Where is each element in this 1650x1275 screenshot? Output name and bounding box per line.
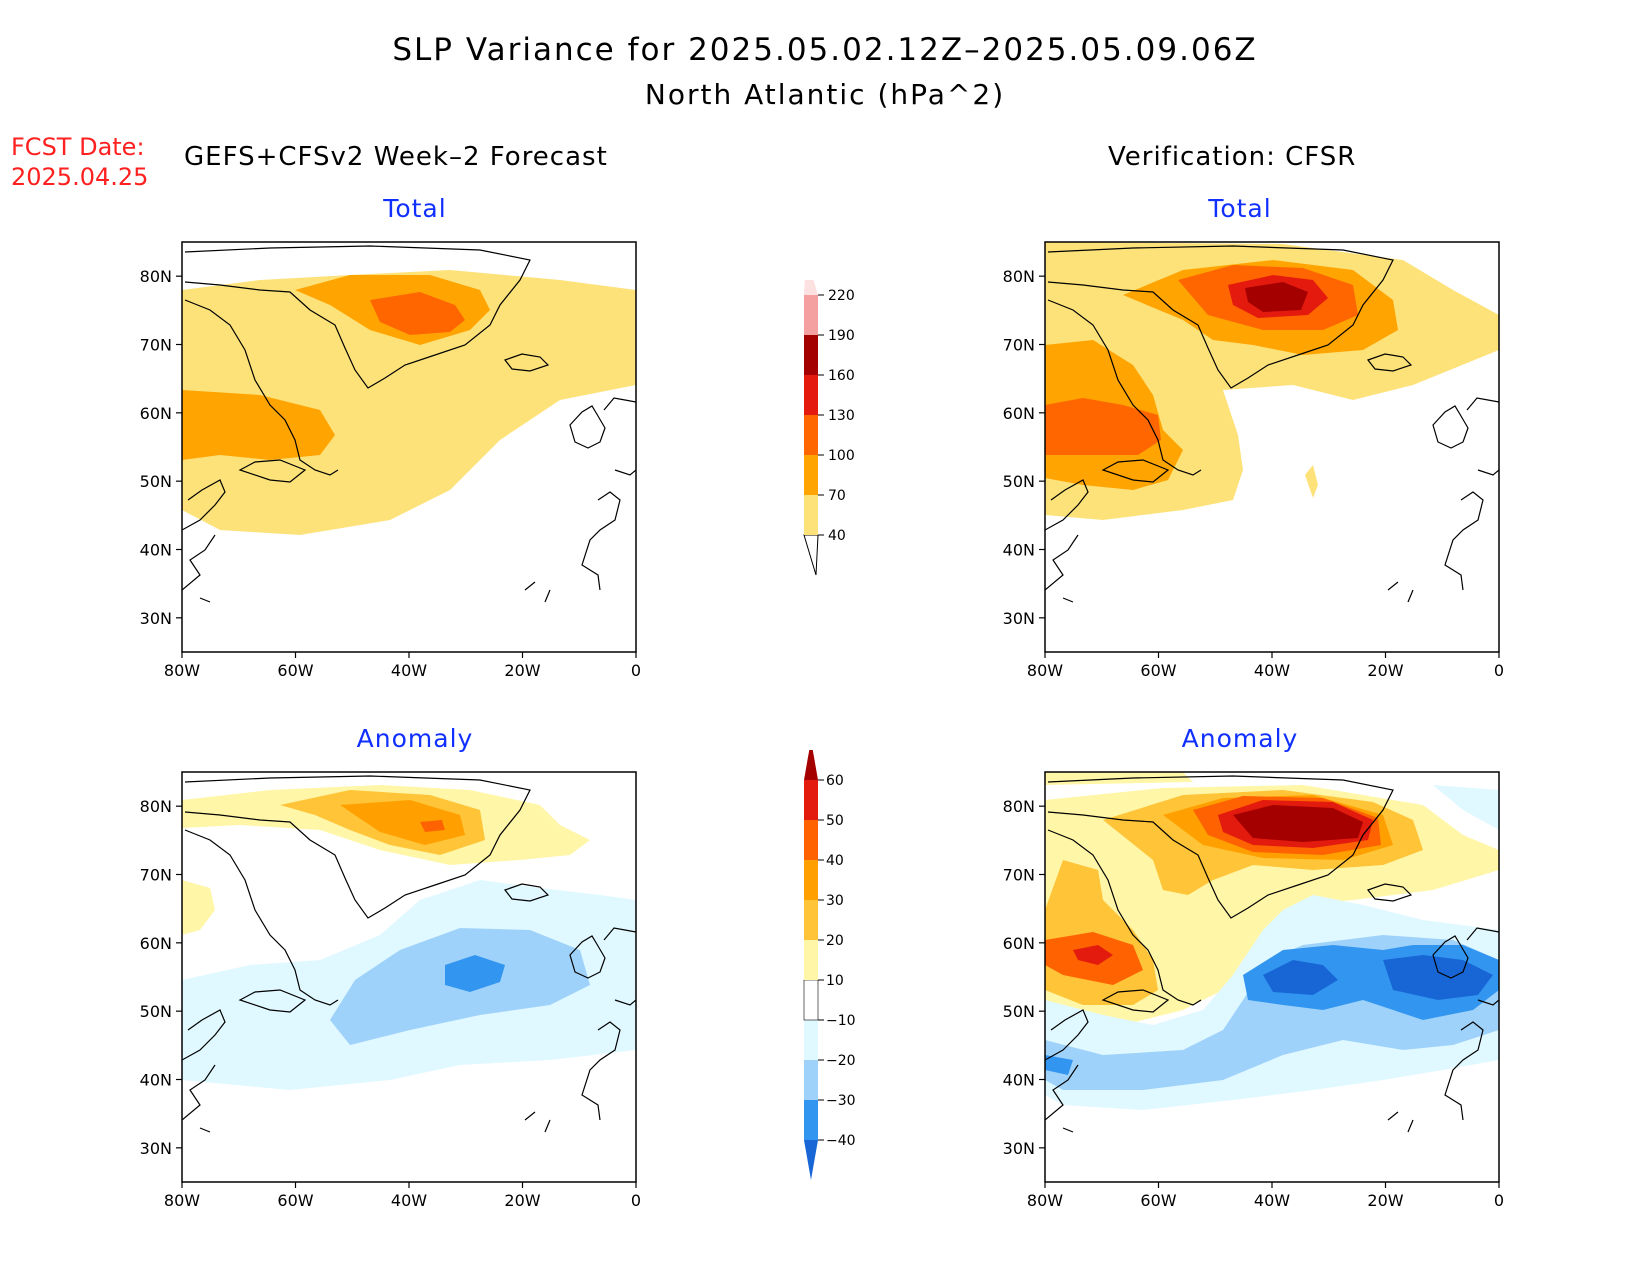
lon-tick-label: 20W [504,661,540,680]
colorbar-label: 20 [826,933,844,949]
lat-tick-label: 50N [140,472,172,491]
main-subtitle: North Atlantic (hPa^2) [644,78,1006,111]
colorbar-label: 70 [828,488,846,504]
lat-tick-label: 80N [140,267,172,286]
map-verification-total: 80N 70N 60N 50N 40N 30N 80W 60W 40W 20W 0 [1003,241,1504,680]
lat-tick-label: 40N [140,1071,172,1090]
panel-title-verification-anomaly: Anomaly [1181,724,1299,753]
lat-tick-label: 80N [1003,267,1035,286]
lon-tick-label: 20W [1367,661,1403,680]
lon-tick-label: 0 [631,1191,641,1210]
colorbar-segment [804,820,818,860]
colorbar-label: 50 [826,813,844,829]
lon-tick-label: 60W [1140,661,1176,680]
colorbar-label: −30 [826,1093,856,1109]
colorbar-total: 40 70 100 130 160 190 220 [803,280,855,576]
colorbar-label: 160 [828,368,855,384]
verification-column-heading: Verification: CFSR [1108,142,1357,172]
lat-tick-label: 70N [140,866,172,885]
lon-tick-label: 40W [391,661,427,680]
colorbar-lower-cap [804,1140,818,1180]
lat-tick-label: 70N [140,336,172,355]
lon-tick-label: 40W [1254,1191,1290,1210]
lon-tick-label: 80W [1027,661,1063,680]
lon-tick-label: 0 [1494,1191,1504,1210]
main-title: SLP Variance for 2025.05.02.12Z–2025.05.… [392,32,1258,68]
colorbar-label: 100 [828,448,855,464]
lon-tick-label: 80W [164,661,200,680]
colorbar-label: 220 [828,288,855,304]
lon-tick-label: 80W [1027,1191,1063,1210]
lat-tick-label: 50N [1003,1002,1035,1021]
colorbar-label: 60 [826,773,844,789]
colorbar-segment [804,940,818,980]
forecast-column-heading: GEFS+CFSv2 Week–2 Forecast [184,142,608,172]
colorbar-segment [804,335,818,375]
colorbar-label: 40 [826,853,844,869]
colorbar-segment [804,1020,818,1060]
map-verification-anomaly: 80N 70N 60N 50N 40N 30N 80W 60W 40W 20W 0 [1003,771,1504,1210]
colorbar-segment [804,375,818,415]
lat-tick-label: 80N [140,797,172,816]
colorbar-upper-cap [804,280,818,295]
colorbar-label: 30 [826,893,844,909]
lat-tick-label: 50N [140,1002,172,1021]
lon-tick-label: 20W [504,1191,540,1210]
map-forecast-total: 80N 70N 60N 50N 40N 30N 80W 60W 40W 20W 0 [140,241,641,680]
lat-tick-label: 30N [140,1139,172,1158]
lat-tick-label: 60N [140,934,172,953]
colorbar-segment [804,1060,818,1100]
lat-tick-label: 60N [1003,404,1035,423]
lat-tick-label: 60N [140,404,172,423]
colorbar-segment [804,900,818,940]
panel-title-verification-total: Total [1208,194,1272,223]
colorbar-label: 130 [828,408,855,424]
colorbar-segment [804,295,818,335]
lat-tick-label: 30N [140,609,172,628]
fcst-date-value: 2025.04.25 [11,163,149,191]
colorbar-segment [804,415,818,455]
lon-tick-label: 60W [277,661,313,680]
colorbar-segment [803,979,819,1021]
lat-tick-label: 30N [1003,1139,1035,1158]
lat-tick-label: 70N [1003,866,1035,885]
colorbar-label: −40 [826,1133,856,1149]
colorbar-label: −10 [826,1013,856,1029]
lat-tick-label: 80N [1003,797,1035,816]
colorbar-segment [804,780,818,820]
lon-tick-label: 40W [391,1191,427,1210]
lat-tick-label: 40N [140,541,172,560]
lat-tick-label: 40N [1003,1071,1035,1090]
lon-tick-label: 60W [277,1191,313,1210]
lon-tick-label: 40W [1254,661,1290,680]
colorbar-segment [804,455,818,495]
colorbar-segment [804,495,818,535]
fcst-date-label: FCST Date: [11,133,145,161]
colorbar-label: 40 [828,528,846,544]
colorbar-anomaly: −40 −30 −20 −10 10 20 30 40 50 60 [803,750,856,1180]
lat-tick-label: 40N [1003,541,1035,560]
colorbar-upper-cap [804,750,818,780]
lat-tick-label: 60N [1003,934,1035,953]
lon-tick-label: 0 [1494,661,1504,680]
panel-title-forecast-anomaly: Anomaly [356,724,474,753]
colorbar-label: 10 [826,973,844,989]
colorbar-lower-cap [803,534,819,576]
lat-tick-label: 30N [1003,609,1035,628]
lon-tick-label: 60W [1140,1191,1176,1210]
colorbar-label: −20 [826,1053,856,1069]
colorbar-segment [804,1100,818,1140]
panel-title-forecast-total: Total [383,194,447,223]
lon-tick-label: 20W [1367,1191,1403,1210]
lat-tick-label: 50N [1003,472,1035,491]
colorbar-label: 190 [828,328,855,344]
colorbar-segment [804,860,818,900]
map-forecast-anomaly: 80N 70N 60N 50N 40N 30N 80W 60W 40W 20W 0 [140,771,641,1210]
lon-tick-label: 0 [631,661,641,680]
lon-tick-label: 80W [164,1191,200,1210]
lat-tick-label: 70N [1003,336,1035,355]
